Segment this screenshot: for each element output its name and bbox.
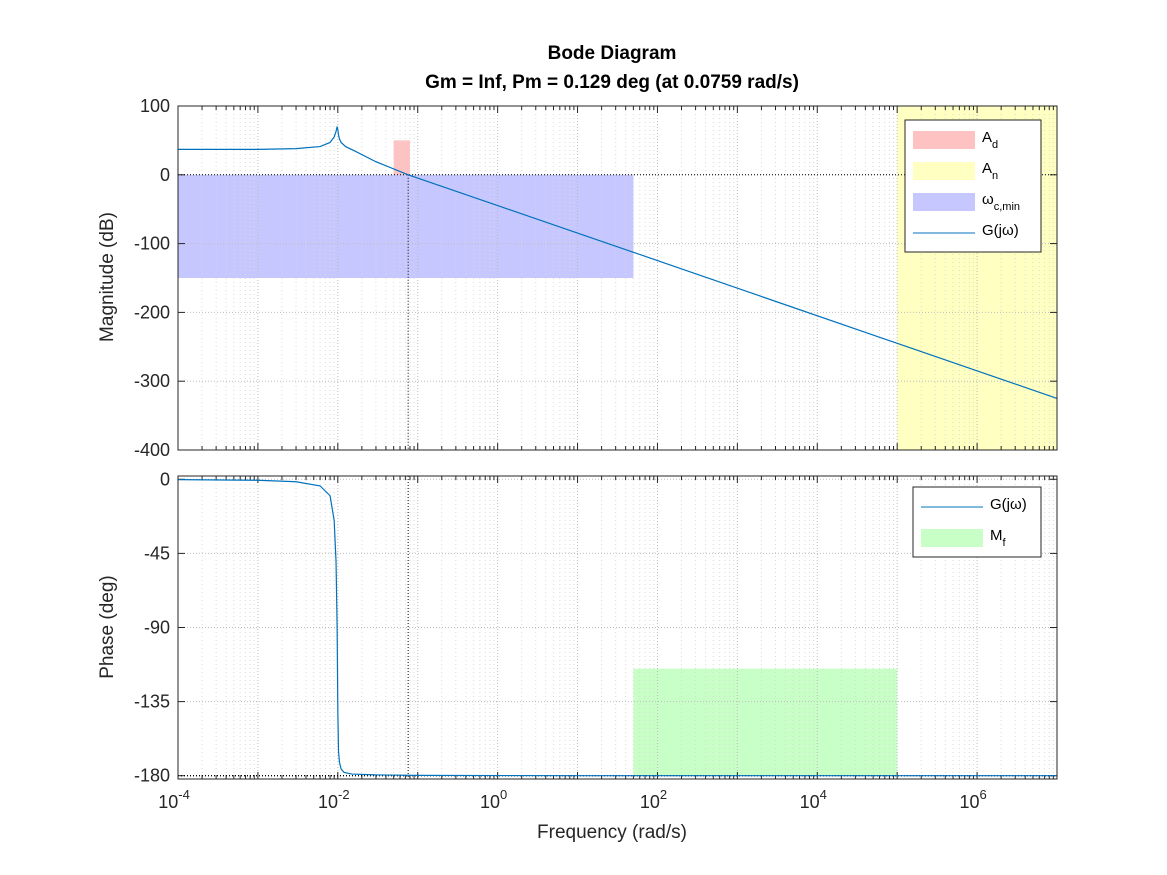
magnitude-axes-border [177,105,1058,451]
phase-legend-label: G(jω) [990,496,1027,513]
phase-y-tick-label: -90 [144,618,170,638]
magnitude-legend-label: G(jω) [982,222,1019,239]
x-tick-label: 10-2 [318,787,350,812]
x-axis-label: Frequency (rad/s) [537,822,687,843]
x-tick-label: 10-4 [158,787,190,812]
magnitude-legend-swatch [913,193,975,211]
phase-legend: G(jω) Mf [912,486,1042,558]
magnitude-y-axis-label: Magnitude (dB) [97,212,118,342]
phase-series-line [177,479,1057,777]
phase-axes-border [177,475,1058,780]
magnitude-y-tick-label: -300 [134,371,170,391]
chart-title: Bode Diagram [548,43,677,64]
magnitude-y-tick-label: 0 [160,165,170,185]
x-tick-label: 100 [480,787,507,812]
magnitude-legend-swatch [913,162,975,180]
phase-y-tick-label: -45 [144,543,170,563]
magnitude-y-tick-label: -100 [134,234,170,254]
phase-axes: 0 -45 -90 -135 -180 G(jω) Mf [134,469,1058,786]
phase-y-tick-label: 0 [160,469,170,489]
magnitude-series-line [178,126,1058,399]
magnitude-y-tick-label: -200 [134,302,170,322]
magnitude-legend-swatch [913,131,975,149]
magnitude-region-a-d [393,140,410,175]
x-tick-label: 104 [800,787,827,812]
phase-region-m-f [633,668,898,776]
phase-y-axis-label: Phase (deg) [97,575,118,679]
x-tick-label: 102 [640,787,667,812]
x-tick-label: 106 [959,787,986,812]
phase-legend-label: Mf [990,527,1007,549]
chart-subtitle: Gm = Inf, Pm = 0.129 deg (at 0.0759 rad/… [425,72,799,93]
magnitude-y-tick-label: -400 [134,440,170,460]
phase-y-tick-label: -135 [134,692,170,712]
magnitude-y-tick-label: 100 [140,96,170,116]
phase-y-tick-label: -180 [134,766,170,786]
phase-legend-swatch [921,529,983,547]
